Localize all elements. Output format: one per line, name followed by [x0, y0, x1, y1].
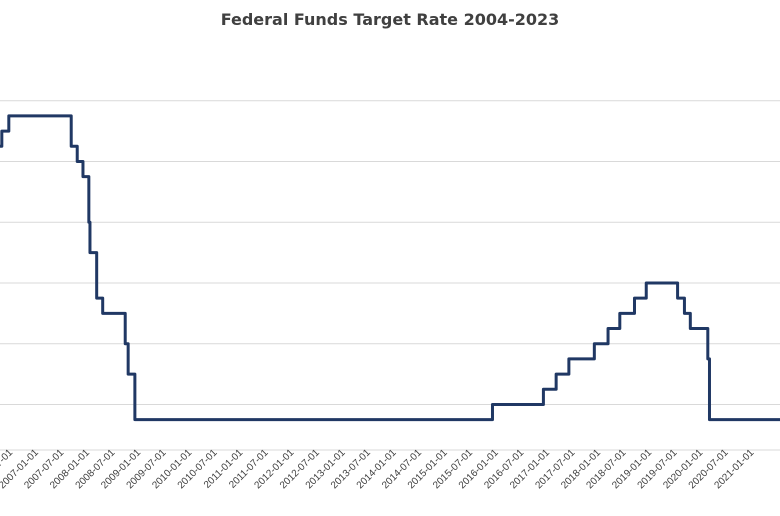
data-point-23 [682, 311, 686, 315]
x-tick-labels: 2006-07-012007-01-012007-07-012008-01-01… [0, 447, 757, 491]
data-point-10 [123, 342, 127, 346]
data-point-21 [644, 281, 648, 285]
data-point-26 [707, 418, 711, 422]
data-point-11 [126, 372, 130, 376]
data-point-25 [706, 357, 710, 361]
data-point-6 [87, 220, 91, 224]
data-point-2 [7, 114, 11, 118]
data-point-9 [101, 311, 105, 315]
data-point-8 [95, 296, 99, 300]
data-point-5 [81, 175, 85, 179]
data-point-3 [69, 144, 73, 148]
data-point-24 [688, 327, 692, 331]
series-line [0, 114, 780, 422]
data-point-22 [676, 296, 680, 300]
data-point-13 [490, 402, 494, 406]
data-point-4 [75, 159, 79, 163]
data-point-18 [606, 327, 610, 331]
data-point-1 [0, 129, 4, 133]
series-layer [0, 114, 780, 422]
data-point-17 [592, 342, 596, 346]
data-point-16 [567, 357, 571, 361]
data-point-14 [541, 387, 545, 391]
data-point-7 [88, 251, 92, 255]
data-point-15 [554, 372, 558, 376]
data-point-12 [133, 418, 137, 422]
chart-title: Federal Funds Target Rate 2004-2023 [220, 10, 560, 29]
data-point-19 [618, 311, 622, 315]
gridlines [0, 100, 780, 405]
data-point-20 [632, 296, 636, 300]
